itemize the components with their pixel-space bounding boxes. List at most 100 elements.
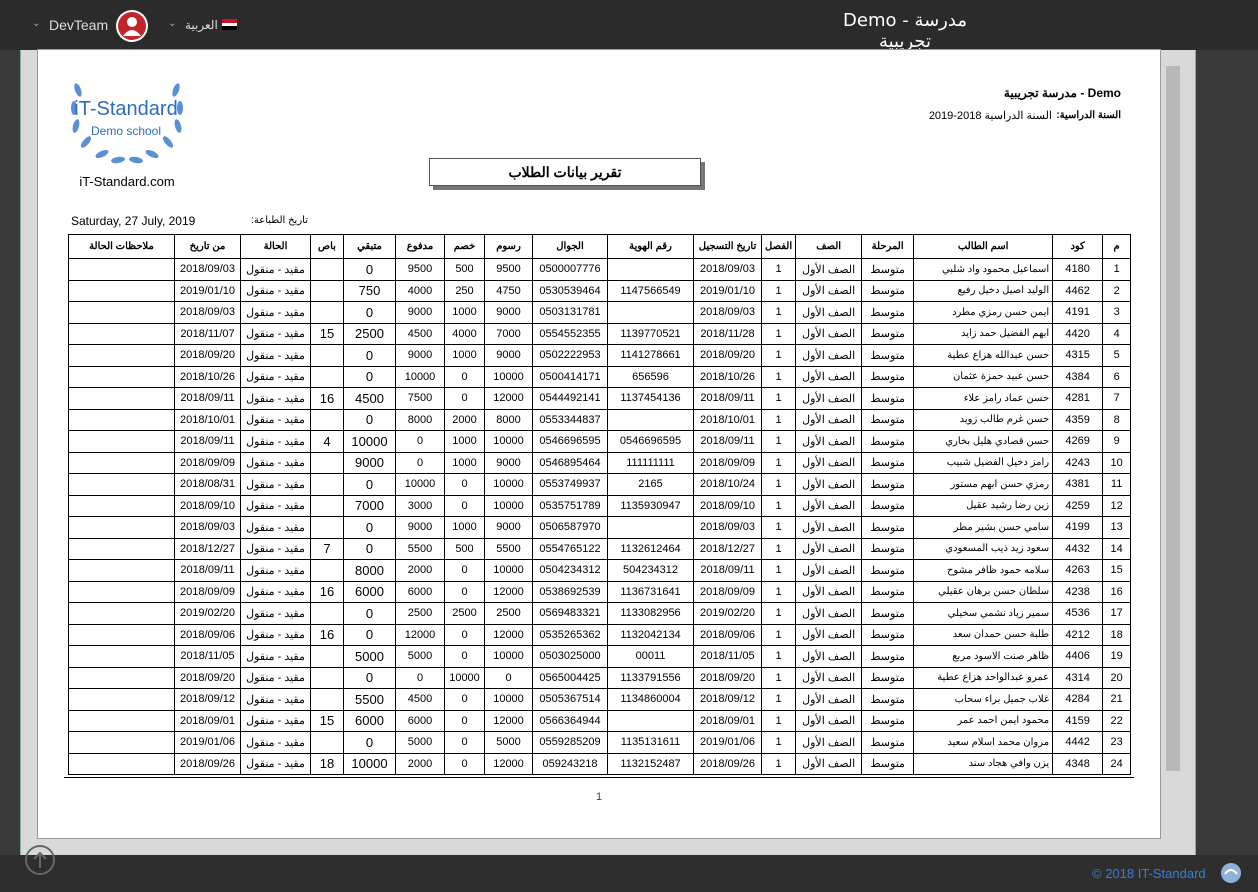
table-cell: 9000 [395,344,445,367]
table-cell: 19 [1102,645,1132,668]
table-cell: 3 [1102,301,1132,324]
table-cell: 5500 [343,688,396,711]
table-cell: 0 [444,494,485,517]
table-cell: مقيد - منقول [240,494,311,517]
table-cell: ايمن حسن رمزي مطرد [913,301,1054,324]
table-cell: 1000 [444,344,485,367]
table-cell: 1133082956 [607,602,694,625]
language[interactable]: العربية [185,18,218,32]
flag[interactable] [222,19,237,30]
table-cell: 2018/09/03 [693,516,762,539]
table-cell: 504234312 [607,559,694,582]
table-cell: 4536 [1052,602,1104,625]
table-cell: 16 [1102,580,1132,603]
table-cell: الصف الأول [795,258,863,281]
app-title: Demo - مدرسة تجريبية [843,10,967,52]
table-cell: 2019/01/10 [174,279,241,302]
table-cell: الصف الأول [795,408,863,431]
table-cell: الصف الأول [795,752,863,775]
table-row: 9 4269 حسن قصادي هليل بخاري متوسط الصف الأول… [68,430,1132,453]
table-cell: 2018/11/05 [174,645,241,668]
table-cell [68,344,175,367]
table-cell: 7 [310,537,344,560]
table-cell: 1137454136 [607,387,694,410]
table-cell: 2018/09/11 [174,430,241,453]
table-cell: 2018/09/11 [174,387,241,410]
footer-rule [64,777,1134,778]
table-cell: مقيد - منقول [240,408,311,431]
table-cell: 4238 [1052,580,1104,603]
scrollbar[interactable] [1166,66,1180,771]
table-cell: 0569483321 [532,602,608,625]
avatar[interactable] [115,9,149,43]
table-cell: 6000 [395,580,445,603]
column-header: رسوم [484,234,533,259]
table-cell: 1 [760,537,797,560]
table-cell: 9000 [484,451,533,474]
table-cell: مقيد - منقول [240,709,311,732]
scroll-top-button[interactable] [24,844,56,876]
table-cell [68,580,175,603]
table-cell: سلطان حسن برهان عقيلي [913,580,1054,603]
table-cell: 0 [343,258,396,281]
table-cell: 10 [1102,451,1132,474]
table-cell: 4442 [1052,731,1104,754]
table-cell: 9 [1102,430,1132,453]
table-cell: 2018/09/11 [174,559,241,582]
table-cell: 1000 [444,301,485,324]
table-cell: 2019/02/20 [693,602,762,625]
table-cell: متوسط [861,731,915,754]
table-cell: 23 [1102,731,1132,754]
table-cell: مقيد - منقول [240,623,311,646]
table-cell: متوسط [861,688,915,711]
table-cell: 4359 [1052,408,1104,431]
table-row: 1 4180 اسماعيل محمود واد شلبي متوسط الصف الأ… [68,258,1132,281]
column-header: الجوال [532,234,608,259]
table-cell: الصف الأول [795,688,863,711]
table-cell: الصف الأول [795,623,863,646]
table-cell: متوسط [861,322,915,345]
table-cell: الصف الأول [795,451,863,474]
column-header: كود [1052,234,1104,259]
table-cell: متوسط [861,451,915,474]
table-cell: متوسط [861,709,915,732]
table-row: 11 4381 رمزي حسن ابهم مستور متوسط الصف الأول… [68,473,1132,496]
lang-caret[interactable]: ⌄ [168,18,177,29]
table-cell [310,731,344,754]
table-cell [68,752,175,775]
table-cell [310,301,344,324]
table-row: 18 4212 طلبة حسن حمدان سعد متوسط الصف الأول 1… [68,623,1132,646]
table-cell: 4159 [1052,709,1104,732]
table-cell: 5000 [484,731,533,754]
table-cell: 2019/01/06 [693,731,762,754]
table-cell: 4500 [343,387,396,410]
table-cell: 1 [760,709,797,732]
table-cell [68,623,175,646]
table-cell: 0 [444,365,485,388]
table-cell [310,258,344,281]
year-label: السنة الدراسية: [1056,110,1121,121]
table-cell: مقيد - منقول [240,473,311,496]
column-header: اسم الطالب [913,234,1054,259]
table-cell: متوسط [861,516,915,539]
table-cell: 20 [1102,666,1132,689]
table-cell: 9500 [395,258,445,281]
user-caret[interactable]: ⌄ [32,18,41,29]
table-cell: 2018/10/01 [693,408,762,431]
table-cell [607,516,694,539]
table-cell: 1133791556 [607,666,694,689]
column-header: الصف [795,234,863,259]
table-cell: 0500414171 [532,365,608,388]
table-cell: 4381 [1052,473,1104,496]
table-cell: حسن غرم طالب زويد [913,408,1054,431]
table-cell: 500 [444,258,485,281]
table-cell: 0554552355 [532,322,608,345]
table-cell: حسن عماد رامز علاء [913,387,1054,410]
table-cell: 8 [1102,408,1132,431]
table-cell: 9000 [395,301,445,324]
table-cell: 9000 [395,516,445,539]
user-name[interactable]: DevTeam [49,17,109,33]
table-cell: 0566364944 [532,709,608,732]
table-cell [68,387,175,410]
